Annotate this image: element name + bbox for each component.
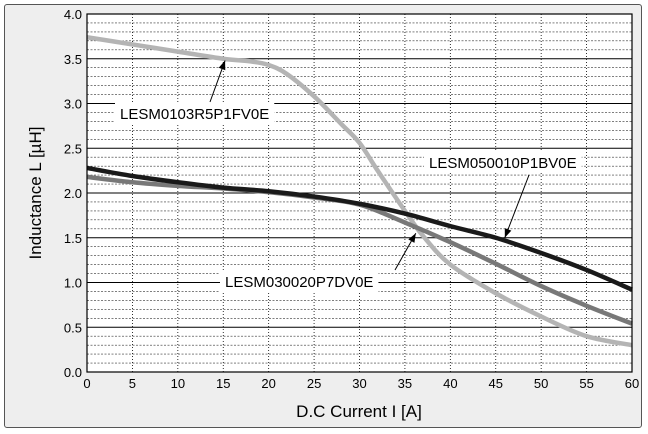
x-tick-label: 10 [171, 376, 185, 391]
series-line [86, 35, 633, 348]
x-tick-label: 15 [216, 376, 230, 391]
x-tick-label: 30 [352, 376, 366, 391]
y-tick-label: 1.0 [64, 276, 82, 291]
annotations: LESM0103R5P1FV0E LESM050010P1BV0E LESM0300… [115, 60, 582, 292]
tick-labels: 0 5 10 15 20 25 30 35 40 45 50 55 60 0.0 0.5 1.0 1.5 2.0 2… [64, 7, 639, 391]
plot-border [86, 13, 633, 373]
x-tick-label: 50 [534, 376, 548, 391]
x-tick-label: 5 [129, 376, 136, 391]
y-tick-label: 3.5 [64, 52, 82, 67]
annotation-label: LESM030020P7DV0E [225, 274, 373, 291]
y-tick-label: 0.0 [64, 365, 82, 380]
x-tick-label: 40 [443, 376, 457, 391]
annotation-arrowhead [408, 233, 416, 243]
annotation-label: LESM0103R5P1FV0E [120, 106, 269, 123]
y-tick-label: 1.5 [64, 231, 82, 246]
x-tick-label: 45 [489, 376, 503, 391]
annotation-arrow [504, 174, 530, 238]
annotation-box [115, 103, 275, 124]
series-line [86, 165, 633, 292]
y-axis-label: Inductance L [µH] [26, 127, 45, 260]
x-tick-label: 25 [307, 376, 321, 391]
annotation-box [424, 152, 582, 173]
y-tick-label: 3.0 [64, 97, 82, 112]
x-tick-label: 35 [398, 376, 412, 391]
y-tick-label: 2.0 [64, 186, 82, 201]
y-tick-label: 0.5 [64, 320, 82, 335]
x-tick-label: 55 [579, 376, 593, 391]
annotation-label: LESM050010P1BV0E [429, 155, 577, 172]
annotation-arrowhead [218, 60, 226, 71]
x-tick-label: 20 [261, 376, 275, 391]
annotation-arrowhead [504, 228, 512, 238]
y-tick-label: 4.0 [64, 7, 82, 22]
annotation-box [220, 271, 379, 292]
x-axis-label: D.C Current I [A] [296, 402, 422, 421]
x-tick-label: 60 [625, 376, 639, 391]
y-tick-label: 2.5 [64, 141, 82, 156]
series-group [86, 35, 633, 348]
x-tick-label: 0 [83, 376, 90, 391]
